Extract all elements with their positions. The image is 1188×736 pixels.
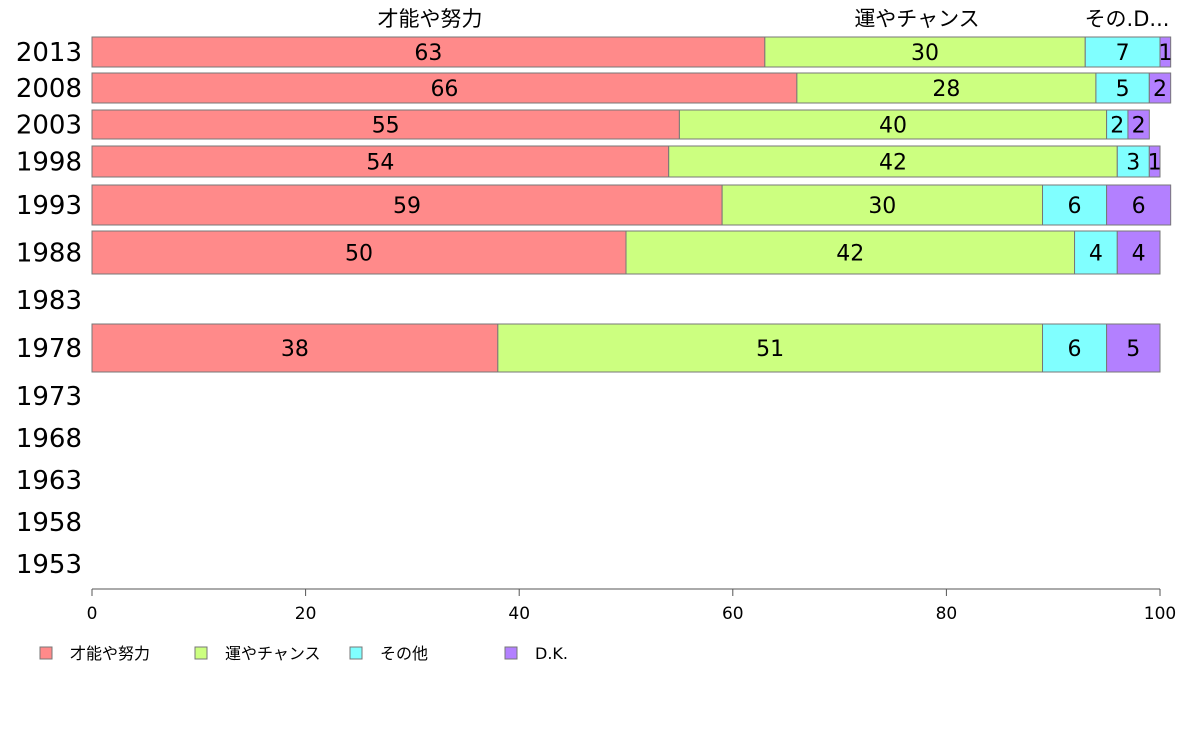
legend: 才能や努力 運やチャンス その他 D.K. (39, 644, 568, 663)
bar-value-label: 5 (1126, 337, 1140, 362)
bar-segment (1127, 109, 1150, 140)
bar-value-label: 30 (868, 194, 896, 219)
legend-label: 運やチャンス (225, 644, 321, 663)
bar-value-label: 2 (1110, 114, 1124, 139)
y-tick-label: 2008 (16, 74, 82, 104)
bars-group: 63 30 7 166 28 5 255 40 2 254 42 3 159 30 6 650 42 4 438 51… (91, 36, 1172, 373)
legend-label: D.K. (535, 644, 568, 663)
bar-segment (764, 36, 1086, 68)
bar-value-label: 1 (1158, 41, 1172, 66)
legend-label: その他 (380, 644, 428, 663)
y-tick-label: 1983 (16, 286, 82, 316)
bar-segment (1148, 145, 1161, 178)
y-tick-label: 2013 (16, 38, 82, 68)
x-tick-label: 100 (1144, 604, 1176, 624)
legend-swatch (349, 646, 363, 660)
y-tick-label: 1978 (16, 334, 82, 364)
y-tick-label: 1973 (16, 382, 82, 412)
bar-value-label: 40 (879, 114, 907, 139)
legend-label: 才能や努力 (70, 644, 150, 663)
bar-value-label: 2 (1132, 114, 1146, 139)
x-tick-label: 60 (722, 604, 744, 624)
bar-segment (91, 109, 680, 140)
x-tick-label: 40 (508, 604, 530, 624)
bar-value-label: 63 (414, 41, 442, 66)
bar-value-label: 51 (756, 337, 784, 362)
y-tick-label: 1993 (16, 191, 82, 221)
bar-value-label: 66 (430, 77, 458, 102)
bar-value-label: 42 (879, 151, 907, 176)
bar-value-label: 28 (932, 77, 960, 102)
bar-value-label: 55 (372, 114, 400, 139)
bar-segment (91, 145, 670, 178)
bar-value-label: 42 (836, 242, 864, 267)
y-tick-label: 2003 (16, 111, 82, 141)
bar-segment (1148, 72, 1172, 104)
legend-swatch (194, 646, 208, 660)
y-tick-label: 1988 (16, 239, 82, 269)
bar-value-label: 5 (1116, 77, 1130, 102)
bar-segment (668, 145, 1118, 178)
y-tick-label: 1968 (16, 424, 82, 454)
bar-segment (1084, 36, 1161, 68)
bar-value-label: 6 (1132, 194, 1146, 219)
bar-value-label: 50 (345, 242, 373, 267)
x-tick-label: 80 (936, 604, 958, 624)
bar-value-label: 4 (1089, 242, 1103, 267)
bar-value-label: 7 (1116, 41, 1130, 66)
bar-segment (1042, 184, 1108, 226)
column-header-luck: 運やチャンス (854, 7, 979, 31)
bar-segment (1095, 72, 1150, 104)
bar-value-label: 1 (1148, 151, 1162, 176)
bar-segment (497, 323, 1044, 373)
column-headers: 才能や努力 運やチャンス その.D... (378, 7, 1170, 31)
bar-segment (1042, 323, 1108, 373)
bar-segment (625, 230, 1076, 275)
bar-value-label: 4 (1132, 242, 1146, 267)
y-tick-label: 1998 (16, 148, 82, 178)
bar-segment (1106, 184, 1172, 226)
bar-value-label: 2 (1153, 77, 1167, 102)
bar-segment (1159, 36, 1172, 68)
x-axis: 0 20 40 60 80 100 (87, 588, 1176, 624)
bar-segment (678, 109, 1108, 140)
bar-value-label: 54 (366, 151, 394, 176)
bar-value-label: 6 (1068, 337, 1082, 362)
legend-swatch (39, 646, 53, 660)
y-axis-labels: 2013 2008 2003 1998 1993 1988 1983 1978 1973 1968… (16, 38, 82, 580)
x-tick-label: 20 (295, 604, 317, 624)
bar-segment (796, 72, 1097, 104)
bar-value-label: 3 (1126, 151, 1140, 176)
legend-swatch (504, 646, 518, 660)
y-tick-label: 1953 (16, 550, 82, 580)
column-header-other-dk: その.D... (1085, 7, 1170, 31)
x-tick-label: 0 (87, 604, 98, 624)
column-header-talent: 才能や努力 (378, 7, 483, 31)
bar-value-label: 38 (281, 337, 309, 362)
bar-segment (1106, 323, 1161, 373)
bar-value-label: 59 (393, 194, 421, 219)
y-tick-label: 1958 (16, 508, 82, 538)
bar-segment (91, 323, 499, 373)
bar-value-label: 6 (1068, 194, 1082, 219)
bar-value-label: 30 (911, 41, 939, 66)
y-tick-label: 1963 (16, 466, 82, 496)
bar-segment (91, 184, 723, 226)
bar-segment (721, 184, 1044, 226)
bar-segment (91, 230, 627, 275)
bar-segment (1074, 230, 1118, 275)
bar-segment (91, 36, 766, 68)
bar-segment (1116, 230, 1161, 275)
